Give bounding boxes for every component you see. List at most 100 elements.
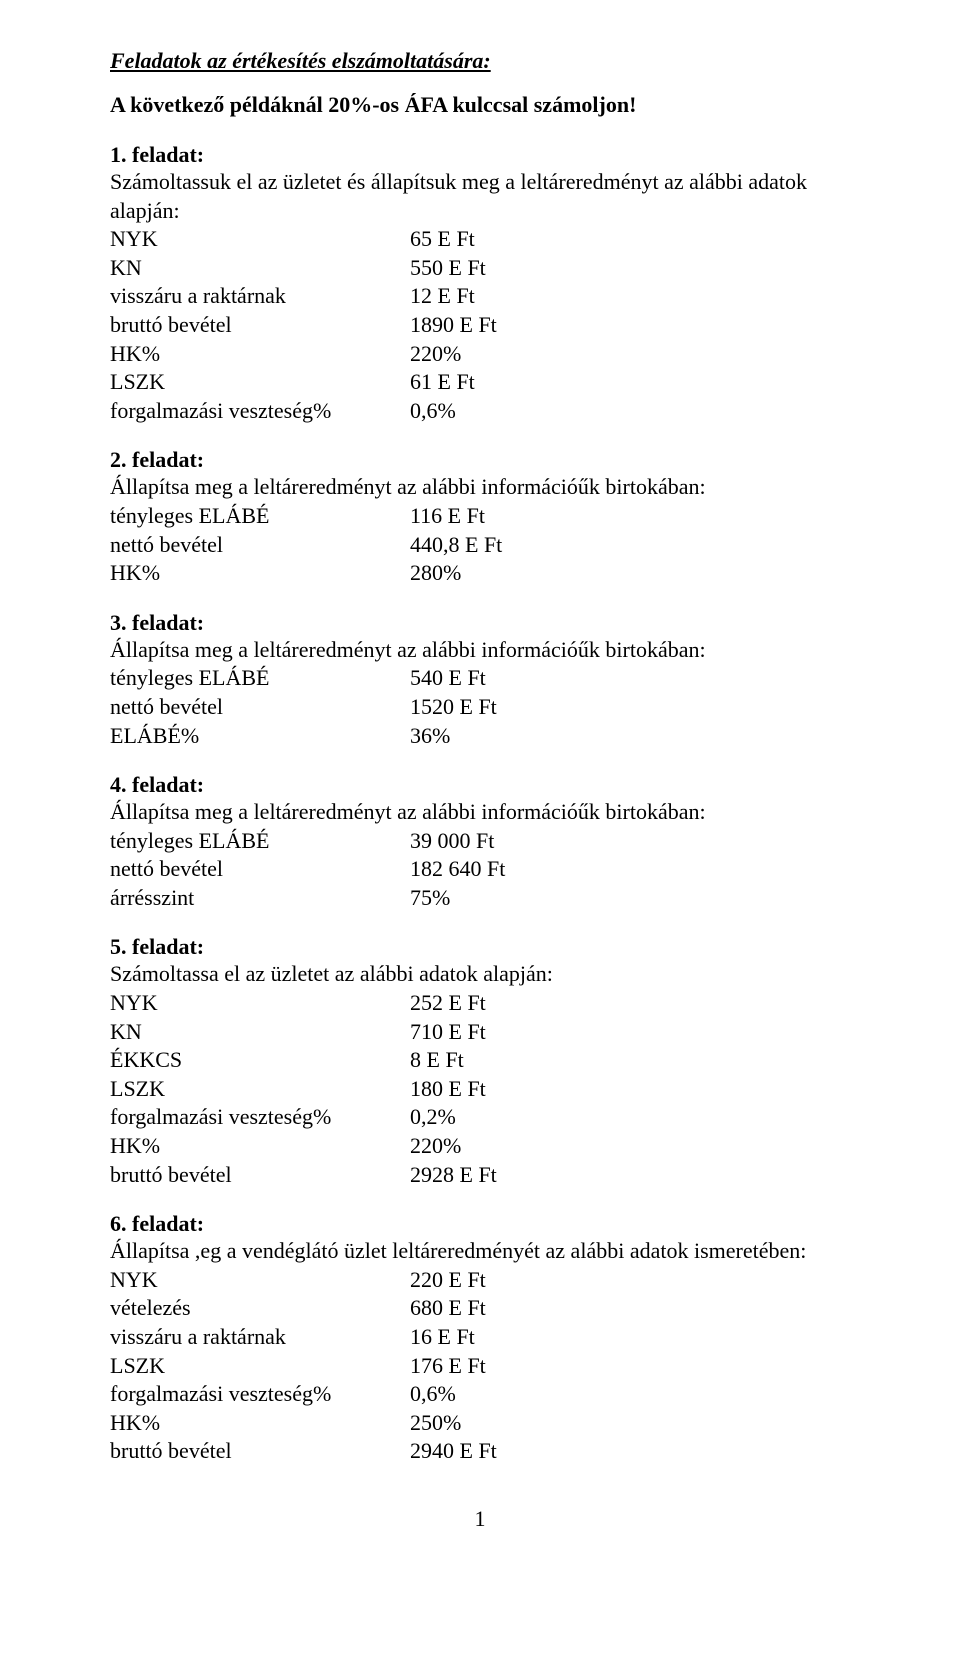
row-value: 36%	[410, 722, 850, 751]
data-row: KN550 E Ft	[110, 254, 850, 283]
task-intro: Számoltassa el az üzletet az alábbi adat…	[110, 960, 850, 989]
task-section: 4. feladat:Állapítsa meg a leltáreredmén…	[110, 772, 850, 912]
row-label: visszáru a raktárnak	[110, 1323, 410, 1352]
row-value: 252 E Ft	[410, 989, 850, 1018]
task-heading: 3. feladat:	[110, 610, 850, 636]
row-label: forgalmazási veszteség%	[110, 1380, 410, 1409]
row-label: tényleges ELÁBÉ	[110, 664, 410, 693]
row-value: 75%	[410, 884, 850, 913]
row-label: forgalmazási veszteség%	[110, 1103, 410, 1132]
data-row: LSZK180 E Ft	[110, 1075, 850, 1104]
data-row: forgalmazási veszteség%0,2%	[110, 1103, 850, 1132]
data-row: árrésszint75%	[110, 884, 850, 913]
row-value: 0,6%	[410, 1380, 850, 1409]
data-row: HK%280%	[110, 559, 850, 588]
row-label: KN	[110, 1018, 410, 1047]
row-value: 220%	[410, 340, 850, 369]
row-label: NYK	[110, 1266, 410, 1295]
row-label: tényleges ELÁBÉ	[110, 827, 410, 856]
row-value: 16 E Ft	[410, 1323, 850, 1352]
task-intro: Számoltassuk el az üzletet és állapítsuk…	[110, 168, 850, 225]
data-row: tényleges ELÁBÉ116 E Ft	[110, 502, 850, 531]
row-value: 250%	[410, 1409, 850, 1438]
task-heading: 4. feladat:	[110, 772, 850, 798]
row-label: bruttó bevétel	[110, 1437, 410, 1466]
row-label: forgalmazási veszteség%	[110, 397, 410, 426]
row-value: 2928 E Ft	[410, 1161, 850, 1190]
row-value: 680 E Ft	[410, 1294, 850, 1323]
row-value: 61 E Ft	[410, 368, 850, 397]
row-label: nettó bevétel	[110, 693, 410, 722]
row-label: nettó bevétel	[110, 531, 410, 560]
data-row: KN710 E Ft	[110, 1018, 850, 1047]
task-section: 5. feladat:Számoltassa el az üzletet az …	[110, 934, 850, 1189]
task-intro: Állapítsa meg a leltáreredményt az alább…	[110, 473, 850, 502]
page-subtitle: A következő példáknál 20%-os ÁFA kulccsa…	[110, 92, 850, 118]
task-heading: 2. feladat:	[110, 447, 850, 473]
task-intro: Állapítsa meg a leltáreredményt az alább…	[110, 798, 850, 827]
data-row: tényleges ELÁBÉ540 E Ft	[110, 664, 850, 693]
row-label: NYK	[110, 989, 410, 1018]
data-row: forgalmazási veszteség%0,6%	[110, 397, 850, 426]
row-label: bruttó bevétel	[110, 1161, 410, 1190]
row-value: 39 000 Ft	[410, 827, 850, 856]
row-label: HK%	[110, 340, 410, 369]
data-row: vételezés680 E Ft	[110, 1294, 850, 1323]
task-intro: Állapítsa meg a leltáreredményt az alább…	[110, 636, 850, 665]
data-row: nettó bevétel1520 E Ft	[110, 693, 850, 722]
row-label: LSZK	[110, 1352, 410, 1381]
row-value: 180 E Ft	[410, 1075, 850, 1104]
data-row: bruttó bevétel1890 E Ft	[110, 311, 850, 340]
task-heading: 1. feladat:	[110, 142, 850, 168]
row-value: 2940 E Ft	[410, 1437, 850, 1466]
data-row: nettó bevétel182 640 Ft	[110, 855, 850, 884]
data-row: ÉKKCS8 E Ft	[110, 1046, 850, 1075]
data-row: tényleges ELÁBÉ39 000 Ft	[110, 827, 850, 856]
task-section: 1. feladat:Számoltassuk el az üzletet és…	[110, 142, 850, 425]
data-row: HK%220%	[110, 1132, 850, 1161]
row-label: KN	[110, 254, 410, 283]
row-label: HK%	[110, 1132, 410, 1161]
row-value: 12 E Ft	[410, 282, 850, 311]
row-value: 8 E Ft	[410, 1046, 850, 1075]
data-row: forgalmazási veszteség%0,6%	[110, 1380, 850, 1409]
row-label: LSZK	[110, 1075, 410, 1104]
page-title: Feladatok az értékesítés elszámoltatásár…	[110, 48, 850, 74]
task-section: 2. feladat:Állapítsa meg a leltáreredmén…	[110, 447, 850, 587]
data-row: LSZK61 E Ft	[110, 368, 850, 397]
data-row: bruttó bevétel2940 E Ft	[110, 1437, 850, 1466]
row-value: 440,8 E Ft	[410, 531, 850, 560]
row-value: 710 E Ft	[410, 1018, 850, 1047]
row-label: LSZK	[110, 368, 410, 397]
data-row: visszáru a raktárnak12 E Ft	[110, 282, 850, 311]
data-row: NYK65 E Ft	[110, 225, 850, 254]
row-label: nettó bevétel	[110, 855, 410, 884]
data-row: HK%250%	[110, 1409, 850, 1438]
row-value: 540 E Ft	[410, 664, 850, 693]
row-label: árrésszint	[110, 884, 410, 913]
task-section: 6. feladat:Állapítsa ,eg a vendéglátó üz…	[110, 1211, 850, 1466]
row-label: ÉKKCS	[110, 1046, 410, 1075]
row-value: 0,2%	[410, 1103, 850, 1132]
row-value: 220 E Ft	[410, 1266, 850, 1295]
row-value: 182 640 Ft	[410, 855, 850, 884]
row-value: 176 E Ft	[410, 1352, 850, 1381]
row-value: 550 E Ft	[410, 254, 850, 283]
data-row: ELÁBÉ%36%	[110, 722, 850, 751]
data-row: nettó bevétel440,8 E Ft	[110, 531, 850, 560]
row-label: HK%	[110, 559, 410, 588]
row-label: ELÁBÉ%	[110, 722, 410, 751]
document-page: Feladatok az értékesítés elszámoltatásár…	[0, 0, 960, 1572]
row-label: tényleges ELÁBÉ	[110, 502, 410, 531]
task-heading: 5. feladat:	[110, 934, 850, 960]
row-value: 220%	[410, 1132, 850, 1161]
data-row: LSZK176 E Ft	[110, 1352, 850, 1381]
task-intro: Állapítsa ,eg a vendéglátó üzlet leltáre…	[110, 1237, 850, 1266]
row-label: bruttó bevétel	[110, 311, 410, 340]
data-row: bruttó bevétel2928 E Ft	[110, 1161, 850, 1190]
task-section: 3. feladat:Állapítsa meg a leltáreredmén…	[110, 610, 850, 750]
row-label: NYK	[110, 225, 410, 254]
row-value: 65 E Ft	[410, 225, 850, 254]
data-row: HK%220%	[110, 340, 850, 369]
data-row: visszáru a raktárnak16 E Ft	[110, 1323, 850, 1352]
